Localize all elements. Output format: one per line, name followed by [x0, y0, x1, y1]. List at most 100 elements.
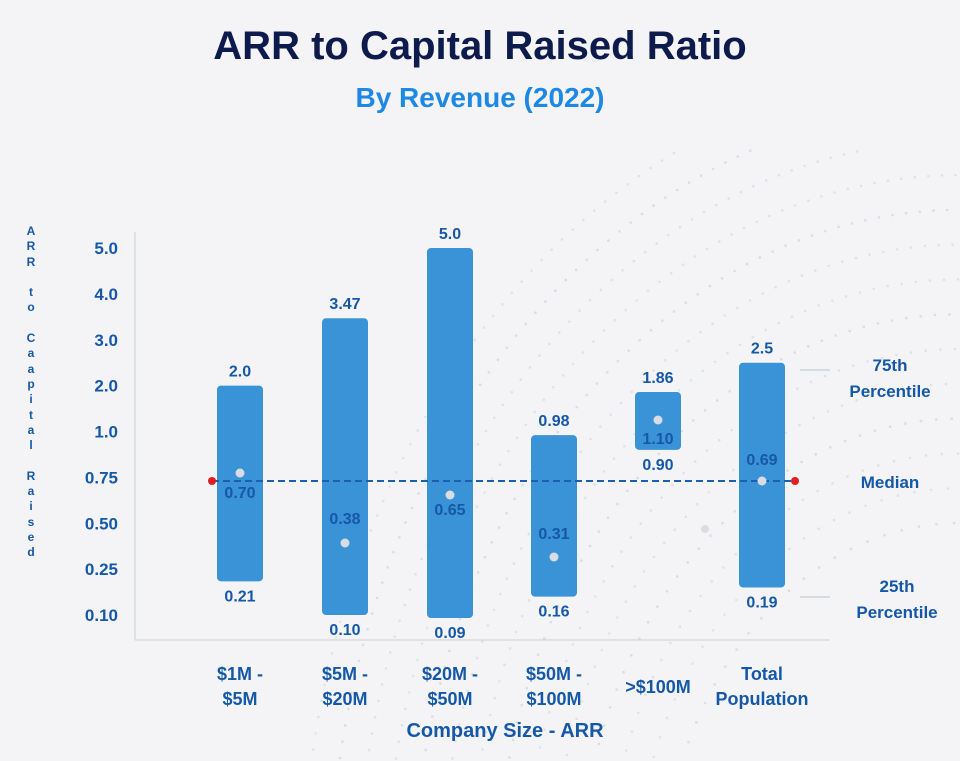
background-dot	[373, 715, 377, 719]
background-dot	[873, 429, 877, 433]
background-dot	[505, 511, 508, 515]
background-dot	[652, 204, 655, 207]
median-dot	[549, 552, 559, 562]
background-dot	[637, 711, 640, 715]
background-dot	[665, 590, 669, 593]
background-dot	[616, 616, 619, 619]
background-dot	[357, 659, 361, 663]
background-dot	[410, 506, 414, 510]
background-dot	[629, 536, 633, 539]
background-dot	[790, 169, 793, 172]
background-dot	[482, 326, 486, 330]
background-dot	[588, 544, 592, 548]
background-dot	[393, 635, 397, 638]
background-dot	[684, 515, 688, 518]
background-dot	[615, 191, 618, 195]
background-dot	[888, 425, 892, 429]
background-dot	[409, 443, 412, 446]
background-dot	[733, 510, 736, 513]
background-dot	[514, 630, 518, 634]
background-dot	[624, 308, 627, 312]
median-dot	[340, 538, 350, 548]
y-tick-label: 3.0	[94, 331, 118, 350]
background-dot	[606, 370, 609, 374]
background-dot	[728, 390, 731, 393]
background-dot	[884, 391, 888, 394]
background-dot	[705, 247, 709, 251]
lower-quartile-label: 0.16	[538, 604, 569, 621]
background-dot	[814, 453, 818, 456]
background-dot	[768, 214, 771, 218]
background-dot	[703, 409, 707, 412]
y-axis-label-letter: i	[29, 499, 33, 514]
background-dot	[678, 625, 682, 628]
background-dot	[656, 605, 659, 608]
background-dot	[803, 309, 807, 313]
background-dot	[723, 613, 726, 617]
background-dot	[944, 382, 948, 386]
background-dot	[696, 292, 699, 296]
background-dot	[710, 580, 714, 583]
background-dot	[527, 532, 531, 536]
background-dot	[691, 662, 694, 665]
background-dot	[798, 423, 801, 427]
y-axis-label-letter: R	[26, 254, 36, 269]
background-dot	[626, 183, 629, 186]
background-dot	[420, 642, 424, 645]
background-dot	[571, 643, 575, 646]
background-dot	[353, 675, 357, 679]
background-dot	[621, 269, 624, 272]
background-dot	[806, 345, 810, 348]
background-dot	[579, 450, 583, 454]
y-axis-label-letter: C	[26, 331, 36, 346]
background-dot	[597, 742, 601, 746]
x-tick-label: $5M	[222, 689, 257, 709]
background-dot	[678, 225, 682, 229]
background-dot	[475, 656, 479, 660]
background-dot	[722, 566, 725, 569]
background-dot	[556, 605, 560, 608]
background-dot	[694, 460, 697, 463]
background-dot	[574, 268, 578, 272]
background-dot	[735, 598, 738, 602]
background-dot	[764, 328, 767, 332]
background-dot	[713, 360, 717, 364]
background-dot	[505, 577, 509, 580]
background-dot	[933, 313, 937, 317]
background-dot	[877, 464, 880, 467]
background-dot	[695, 721, 698, 724]
background-dot	[913, 490, 916, 494]
background-dot	[616, 359, 620, 363]
background-dot	[453, 633, 456, 637]
background-dot	[859, 184, 863, 188]
background-dot	[671, 483, 674, 487]
background-dot	[496, 358, 500, 362]
background-dot	[594, 595, 597, 598]
background-dot	[552, 386, 555, 389]
background-dot	[929, 488, 933, 492]
background-dot	[519, 547, 523, 550]
background-dot	[586, 610, 589, 614]
background-dot	[748, 299, 752, 302]
background-dot	[718, 438, 721, 442]
background-dot	[672, 151, 676, 155]
median-dot	[653, 415, 663, 425]
background-dot	[403, 603, 406, 607]
background-dot	[544, 300, 547, 303]
background-dot	[640, 212, 644, 216]
background-dot	[382, 499, 385, 503]
background-dot	[954, 173, 957, 177]
background-dot	[664, 196, 667, 199]
background-dot	[723, 665, 727, 668]
background-dot	[697, 547, 701, 550]
background-dot	[386, 566, 390, 569]
y-axis-label-letter: e	[27, 529, 35, 544]
lower-quartile-label: 0.21	[224, 588, 255, 605]
background-dot	[608, 632, 611, 635]
background-dot	[609, 413, 612, 417]
x-axis-title: Company Size - ARR	[406, 720, 604, 742]
median-label: 0.31	[538, 526, 569, 543]
background-dot	[511, 738, 515, 742]
x-tick-label: $20M -	[422, 664, 478, 684]
background-dot	[684, 301, 688, 305]
